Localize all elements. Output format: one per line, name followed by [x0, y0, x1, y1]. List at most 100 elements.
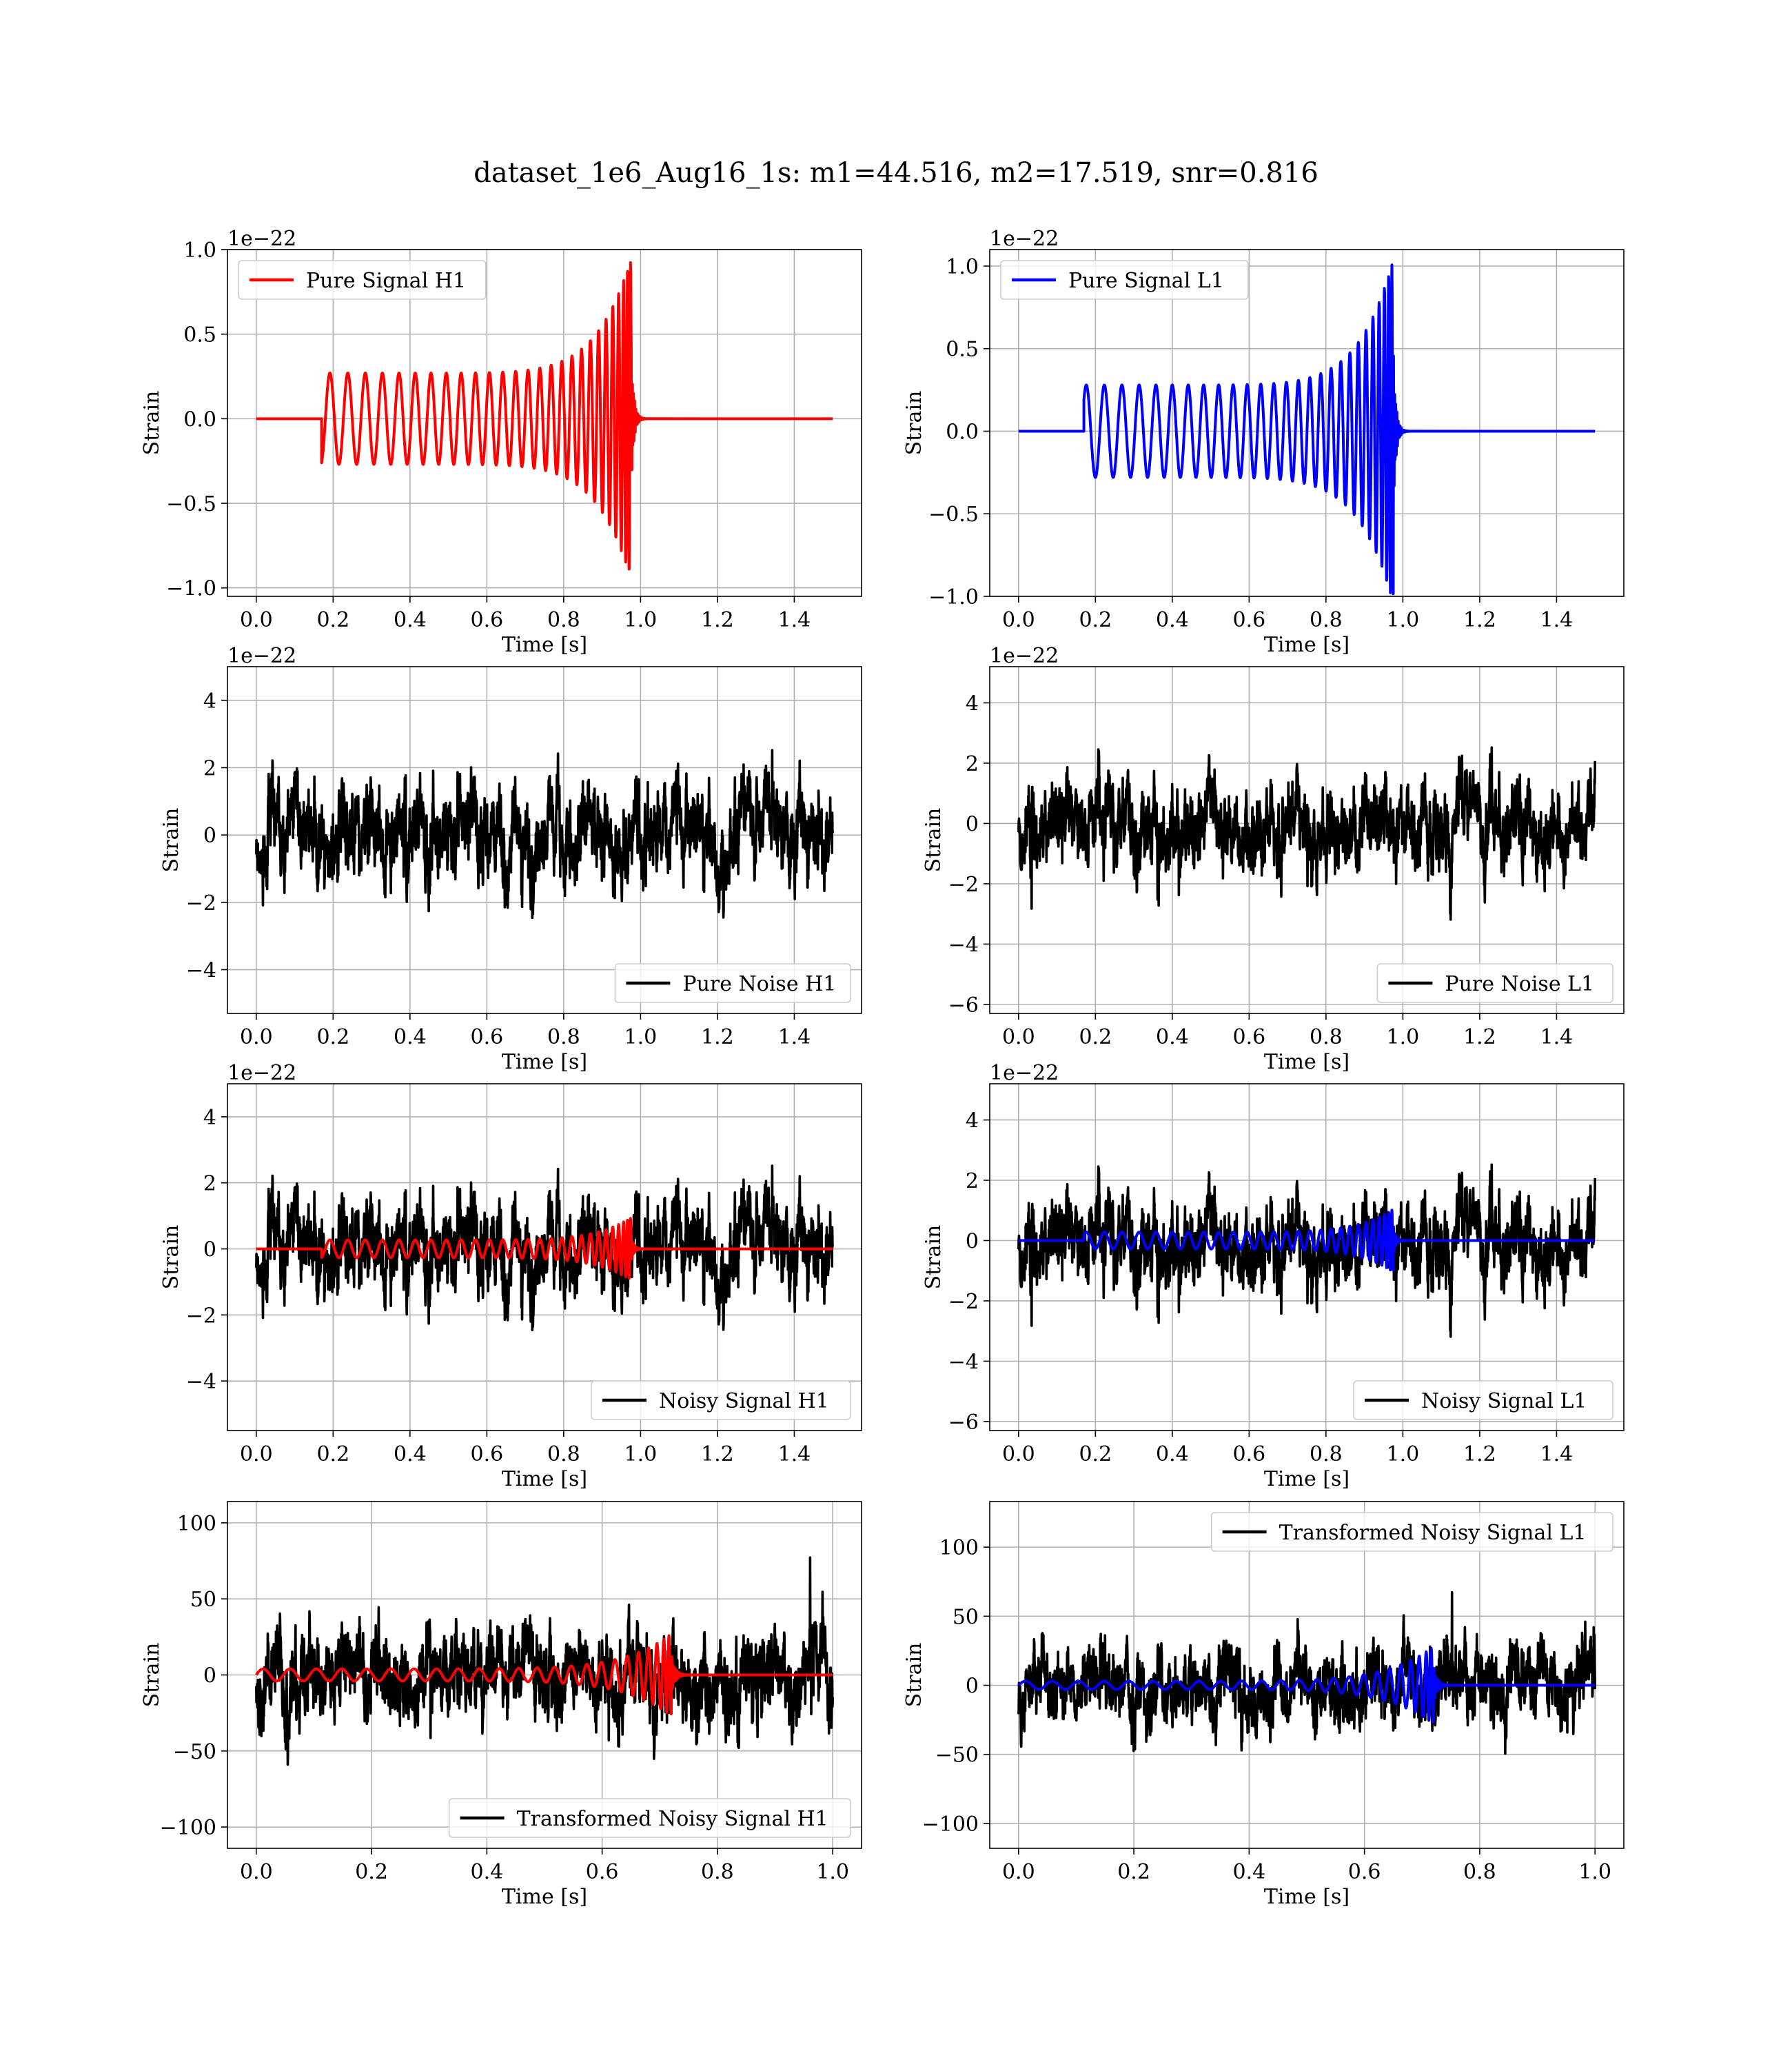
- x-tick-label: 0.8: [1463, 1860, 1496, 1884]
- legend-box: [448, 1798, 851, 1838]
- x-tick-label: 0.2: [1079, 608, 1112, 632]
- legend-box: [1210, 1512, 1613, 1552]
- x-tick-label: 0.4: [1156, 608, 1189, 632]
- x-tick-label: 1.0: [816, 1860, 849, 1884]
- y-tick-label: −2: [186, 1304, 216, 1328]
- x-tick-label: 0.4: [394, 1025, 427, 1049]
- y-tick-label: −50: [935, 1744, 979, 1768]
- series-line-pure-signal-l1: [1018, 263, 1596, 596]
- series-group: [1018, 263, 1596, 596]
- x-tick-label: 0.8: [1310, 1442, 1343, 1466]
- x-tick-label: 0.2: [316, 1442, 349, 1466]
- y-tick-label: 1.0: [183, 239, 216, 263]
- x-tick-label: 0.6: [1233, 608, 1266, 632]
- x-tick-label: 1.4: [1540, 1025, 1574, 1049]
- y-tick-label: 4: [966, 691, 979, 716]
- axes-frame: [989, 666, 1625, 1014]
- axes-frame: [227, 666, 862, 1014]
- x-axis-label: Time [s]: [1264, 633, 1350, 657]
- x-axis-label: Time [s]: [502, 1885, 587, 1909]
- x-tick-label: 0.0: [240, 1442, 273, 1466]
- series-line-pure-noise-l1: [1017, 746, 1596, 921]
- y-tick-label: 4: [966, 1109, 979, 1133]
- y-tick-label: −6: [948, 993, 979, 1018]
- subplot-pure-signal-l1: 0.0 0.2 0.4 0.6 0.8 1.0 1.2 1.4 −1.0 −0.5 0.0 0.5 1.…: [902, 227, 1625, 657]
- subplot-transformed-noisy-signal-h1: 0.0 0.2 0.4 0.6 0.8 1.0 −100 −50 0 50 100 Time [s] S…: [140, 1501, 862, 1909]
- y-tick-label: 0: [203, 1238, 216, 1262]
- series-group: [1017, 1163, 1596, 1338]
- x-tick-label: 1.2: [1463, 1025, 1496, 1049]
- x-tick-label: 0.0: [1002, 1860, 1035, 1884]
- x-tick-label: 1.2: [1463, 608, 1496, 632]
- figure-title: dataset_1e6_Aug16_1s: m1=44.516, m2=17.5…: [474, 157, 1318, 189]
- x-tick-label: 1.0: [624, 1025, 658, 1049]
- x-tick-label: 0.0: [240, 1860, 273, 1884]
- series-line-pure-noise-h1: [255, 749, 834, 920]
- y-tick-label: −2: [186, 891, 216, 916]
- series-group: [255, 1556, 834, 1766]
- y-axis-label: Strain: [140, 391, 164, 456]
- axes-frame: [227, 1083, 862, 1431]
- y-tick-label: 1.0: [946, 255, 979, 279]
- axes-frame: [989, 1083, 1625, 1431]
- legend-label: Transformed Noisy Signal L1: [1279, 1521, 1587, 1545]
- legend-box: [1000, 260, 1249, 300]
- y-axis-label: Strain: [159, 808, 183, 873]
- x-tick-label: 1.4: [778, 1025, 811, 1049]
- legend-box: [1376, 963, 1613, 1003]
- legend-box: [1353, 1380, 1613, 1420]
- legend: Pure Signal L1: [1000, 260, 1249, 300]
- legend-box: [238, 260, 487, 300]
- series-line-transformed-noisy-signal-h1: [255, 1556, 834, 1766]
- y-tick-label: 0.0: [183, 407, 216, 432]
- series-line-signal-overlay: [255, 1634, 833, 1716]
- y-offset-text: 1e−22: [227, 227, 296, 251]
- x-tick-label: 0.6: [1348, 1860, 1381, 1884]
- series-line-noisy-signal-h1: [255, 1164, 834, 1332]
- series-group: [1017, 1590, 1596, 1755]
- legend-label: Pure Noise L1: [1445, 972, 1594, 996]
- x-tick-label: 0.6: [471, 1025, 504, 1049]
- x-tick-label: 0.2: [316, 1025, 349, 1049]
- x-axis-label: Time [s]: [502, 1050, 587, 1074]
- y-tick-label: 2: [966, 1169, 979, 1193]
- subplot-pure-signal-h1: 0.0 0.2 0.4 0.6 0.8 1.0 1.2 1.4 −1.0 −0.5 0.0 0.5 1.…: [140, 227, 862, 657]
- x-tick-label: 0.8: [1310, 608, 1343, 632]
- x-tick-label: 0.8: [547, 1442, 580, 1466]
- legend: Transformed Noisy Signal H1: [448, 1798, 851, 1838]
- x-tick-label: 1.4: [1540, 608, 1574, 632]
- series-group: [255, 749, 834, 920]
- axes-frame: [989, 249, 1625, 597]
- y-tick-label: −4: [186, 1370, 216, 1394]
- y-tick-label: −4: [186, 959, 216, 983]
- y-tick-label: −4: [948, 933, 979, 957]
- x-tick-label: 0.4: [394, 608, 427, 632]
- x-tick-label: 0.2: [355, 1860, 388, 1884]
- legend: Pure Signal H1: [238, 260, 487, 300]
- series-line-signal-overlay: [1018, 1209, 1596, 1272]
- x-tick-label: 0.4: [1156, 1442, 1189, 1466]
- x-tick-label: 0.4: [471, 1860, 504, 1884]
- x-tick-label: 0.2: [1079, 1442, 1112, 1466]
- subplot-noisy-signal-h1: 0.0 0.2 0.4 0.6 0.8 1.0 1.2 1.4 −4 −2 0 2 4 Time [s] S…: [159, 1061, 862, 1491]
- x-tick-label: 0.6: [586, 1860, 619, 1884]
- x-tick-label: 0.4: [394, 1442, 427, 1466]
- x-tick-label: 0.0: [1002, 608, 1035, 632]
- x-tick-label: 1.2: [701, 1025, 734, 1049]
- y-tick-label: −0.5: [166, 492, 216, 516]
- x-tick-label: 0.0: [240, 608, 273, 632]
- x-tick-label: 1.4: [778, 1442, 811, 1466]
- x-axis-label: Time [s]: [1264, 1467, 1350, 1491]
- y-tick-label: −2: [948, 873, 979, 897]
- y-tick-label: 0: [203, 1664, 216, 1688]
- y-axis-label: Strain: [922, 808, 946, 873]
- y-tick-label: 50: [190, 1588, 216, 1612]
- x-tick-label: 1.4: [1540, 1442, 1574, 1466]
- x-tick-label: 0.4: [1156, 1025, 1189, 1049]
- x-axis-label: Time [s]: [1264, 1050, 1350, 1074]
- y-tick-label: 2: [966, 752, 979, 776]
- legend-label: Pure Signal H1: [306, 269, 466, 293]
- x-axis-label: Time [s]: [502, 1467, 587, 1491]
- axes-frame: [989, 1501, 1625, 1849]
- y-tick-label: −1.0: [928, 585, 979, 609]
